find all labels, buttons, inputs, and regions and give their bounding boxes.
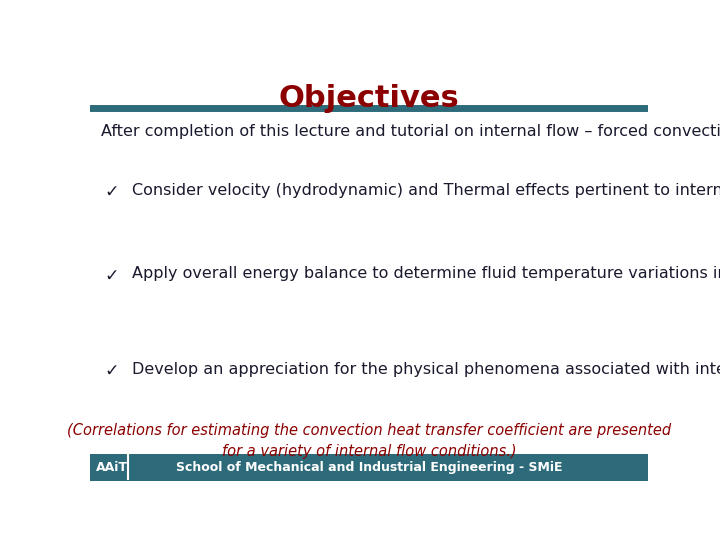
Text: Apply overall energy balance to determine fluid temperature variations in the fl: Apply overall energy balance to determin… (132, 266, 720, 281)
Text: After completion of this lecture and tutorial on internal flow – forced convecti: After completion of this lecture and tut… (101, 124, 720, 139)
Text: ✓: ✓ (104, 266, 119, 285)
Text: AAiT: AAiT (96, 461, 127, 474)
Text: Objectives: Objectives (279, 84, 459, 112)
Text: ✓: ✓ (104, 183, 119, 201)
Text: ✓: ✓ (104, 362, 119, 380)
Text: (Correlations for estimating the convection heat transfer coefficient are presen: (Correlations for estimating the convect… (67, 423, 671, 459)
Text: Consider velocity (hydrodynamic) and Thermal effects pertinent to internal flows: Consider velocity (hydrodynamic) and The… (132, 183, 720, 198)
Text: School of Mechanical and Industrial Engineering - SMiE: School of Mechanical and Industrial Engi… (176, 461, 562, 474)
FancyBboxPatch shape (90, 454, 648, 481)
Text: Develop an appreciation for the physical phenomena associated with internal flow: Develop an appreciation for the physical… (132, 362, 720, 377)
